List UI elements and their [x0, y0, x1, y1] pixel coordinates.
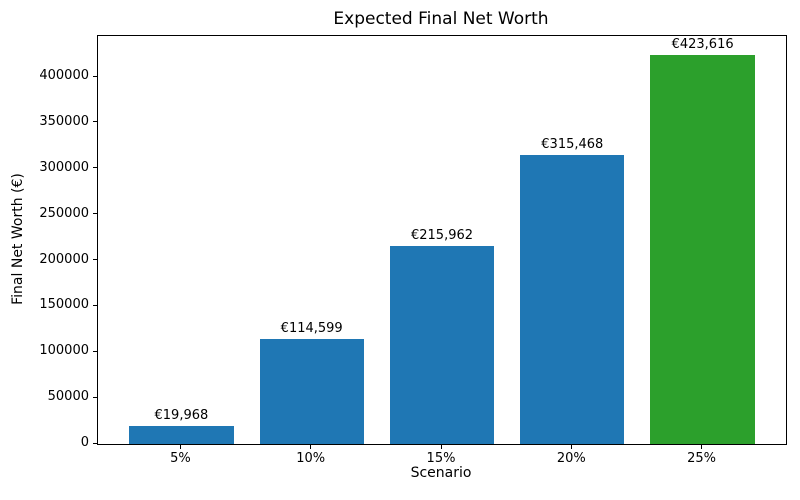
- x-tick-label: 10%: [296, 451, 326, 466]
- bar-value-label: €315,468: [541, 136, 604, 152]
- y-tick-label: 300000: [39, 159, 89, 175]
- bar-10%: [259, 338, 364, 444]
- y-tick-mark: [93, 304, 97, 306]
- bar-value-label: €19,968: [154, 407, 209, 423]
- y-tick-label: 400000: [39, 68, 89, 84]
- y-tick-mark: [93, 167, 97, 169]
- x-tick-mark: [570, 445, 572, 449]
- y-tick-label: 150000: [39, 297, 89, 313]
- bar-5%: [129, 425, 234, 444]
- plot-area: €19,968 €114,599 €215,962 €315,468 €423,616: [97, 35, 787, 445]
- y-tick-mark: [93, 213, 97, 215]
- x-tick-mark: [701, 445, 703, 449]
- x-tick-mark: [179, 445, 181, 449]
- y-tick-mark: [93, 350, 97, 352]
- y-tick-label: 350000: [39, 113, 89, 129]
- x-tick-mark: [440, 445, 442, 449]
- bar-15%: [389, 245, 495, 444]
- y-tick-label: 100000: [39, 343, 89, 359]
- x-tick-label: 15%: [426, 451, 456, 466]
- bar-25%: [650, 55, 755, 444]
- y-tick-label: 200000: [39, 251, 89, 267]
- y-tick-mark: [93, 75, 97, 77]
- y-tick-label: 50000: [47, 389, 89, 405]
- y-tick-label: 250000: [39, 205, 89, 221]
- x-tick-mark: [310, 445, 312, 449]
- y-tick-label: 0: [80, 435, 89, 450]
- x-tick-label: 5%: [170, 451, 191, 466]
- x-axis-label: Scenario: [410, 465, 472, 481]
- bar-value-label: €215,962: [410, 227, 474, 243]
- y-tick-mark: [93, 442, 97, 444]
- bar-value-label: €114,599: [280, 320, 343, 336]
- bar-value-label: €423,616: [671, 37, 734, 53]
- y-tick-mark: [93, 396, 97, 398]
- y-axis-label: Final Net Worth (€): [10, 173, 26, 305]
- x-tick-label: 20%: [556, 451, 586, 466]
- y-tick-mark: [93, 121, 97, 123]
- x-tick-label: 25%: [687, 451, 717, 466]
- chart-title: Expected Final Net Worth: [333, 9, 549, 29]
- bar-20%: [520, 154, 625, 444]
- y-tick-mark: [93, 259, 97, 261]
